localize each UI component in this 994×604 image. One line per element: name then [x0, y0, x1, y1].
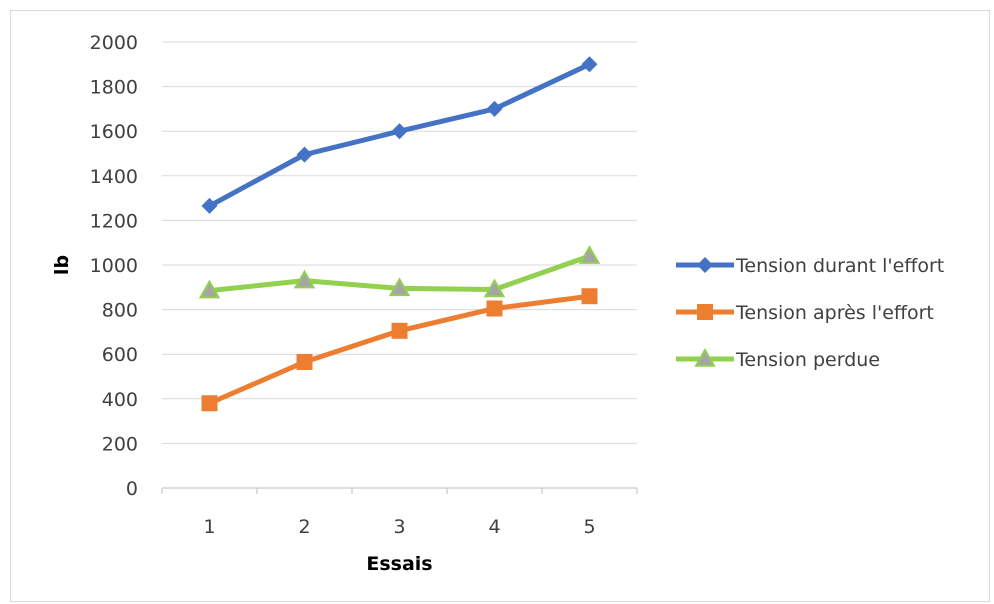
y-tick-label: 600	[102, 344, 138, 366]
data-point	[581, 288, 598, 305]
data-point	[201, 197, 218, 214]
data-point	[486, 300, 503, 317]
legend-label: Tension perdue	[735, 349, 880, 371]
data-point	[486, 100, 503, 117]
plot-area	[198, 56, 601, 412]
legend-entry: Tension durant l'effort	[676, 255, 944, 277]
y-tick-label: 200	[102, 433, 138, 455]
y-tick-label: 400	[102, 389, 138, 411]
y-tick-label: 1600	[90, 121, 138, 143]
y-tick-label: 800	[102, 300, 138, 322]
series-3	[198, 245, 601, 299]
y-tick-label: 1800	[90, 77, 138, 99]
y-axis-title: lb	[51, 255, 73, 275]
legend-swatch-marker	[697, 257, 713, 273]
data-point	[578, 245, 601, 264]
data-point	[581, 56, 598, 73]
grid-lines	[162, 41, 637, 444]
data-point	[391, 322, 408, 339]
tick-labels: 0 200 400 600 800 1000 1200 1400 1600 1800 2000 1 2 3…	[90, 32, 596, 538]
data-point	[293, 269, 316, 289]
legend-swatch-marker	[694, 347, 716, 367]
data-point	[483, 278, 506, 298]
y-tick-label: 2000	[90, 32, 138, 54]
data-point	[198, 279, 221, 299]
legend-swatch-marker	[697, 304, 713, 320]
x-tick-label: 1	[203, 516, 215, 538]
y-tick-label: 0	[126, 478, 138, 500]
series-2	[201, 288, 598, 412]
data-point	[388, 277, 411, 297]
legend-label: Tension durant l'effort	[735, 255, 944, 277]
x-axis-title: Essais	[366, 553, 432, 575]
series-1	[201, 56, 598, 214]
y-tick-label: 1000	[90, 255, 138, 277]
legend-entry: Tension perdue	[676, 347, 880, 371]
x-tick-label: 4	[488, 516, 500, 538]
y-tick-label: 1400	[90, 166, 138, 188]
legend-label: Tension après l'effort	[735, 302, 934, 324]
x-tick-label: 3	[393, 516, 405, 538]
data-point	[391, 123, 408, 140]
x-tick-label: 5	[583, 516, 595, 538]
data-point	[296, 354, 313, 371]
y-tick-label: 1200	[90, 210, 138, 232]
axes	[161, 487, 638, 494]
legend: Tension durant l'effort Tension après l'e…	[676, 255, 944, 371]
legend-entry: Tension après l'effort	[676, 302, 934, 324]
series-line	[207, 293, 592, 406]
data-point	[296, 146, 313, 163]
x-tick-label: 2	[298, 516, 310, 538]
data-point	[201, 395, 218, 412]
